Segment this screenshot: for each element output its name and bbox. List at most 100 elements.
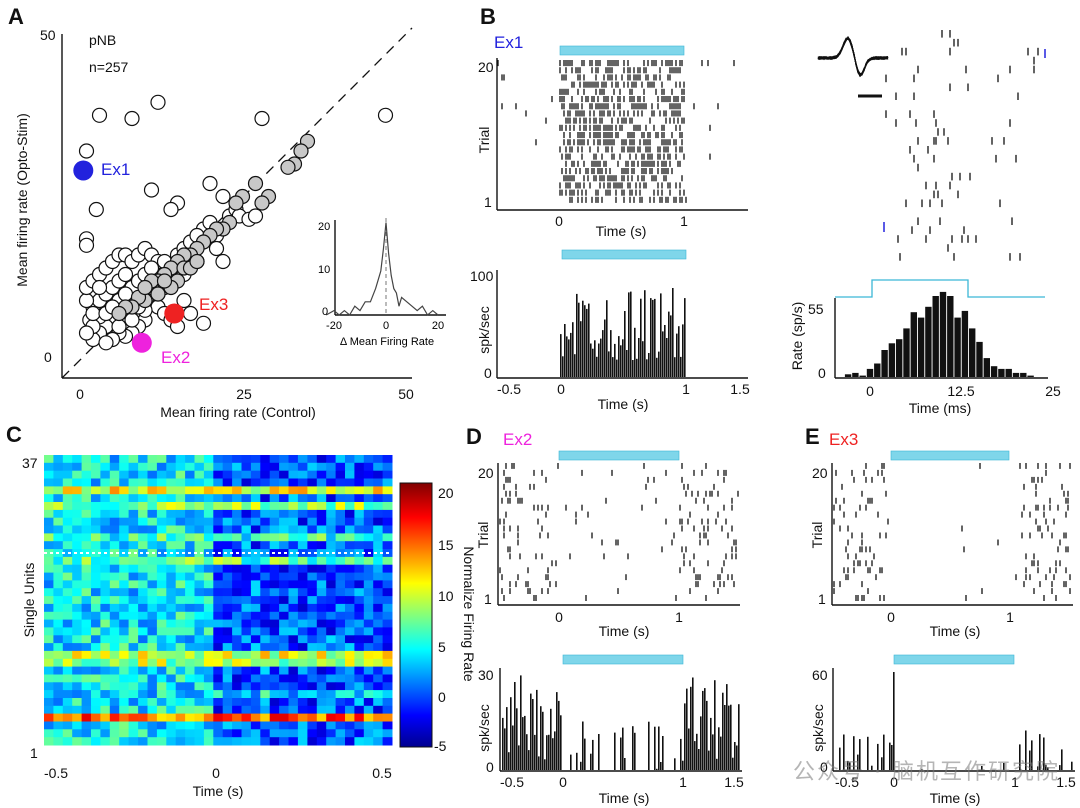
psth-bar bbox=[548, 734, 550, 770]
heatmap-cell bbox=[297, 635, 308, 644]
heatmap-cell bbox=[203, 572, 214, 581]
heatmap-cell bbox=[91, 682, 101, 691]
psth-bar bbox=[981, 766, 983, 770]
heatmap-cell bbox=[222, 619, 233, 628]
heatmap-cell bbox=[288, 486, 299, 495]
heatmap-cell bbox=[288, 658, 299, 668]
heatmap-cell bbox=[62, 713, 73, 722]
psth-bar bbox=[648, 353, 650, 377]
cbar-tick-5: 5 bbox=[438, 639, 446, 655]
psth-bar bbox=[542, 711, 544, 770]
heatmap-cell bbox=[373, 462, 384, 472]
heatmap-cell bbox=[232, 713, 242, 722]
heatmap-cell bbox=[232, 698, 242, 707]
heatmap-cell bbox=[354, 682, 365, 691]
psth-d-xtick-1: 0 bbox=[559, 774, 567, 790]
heatmap-cell bbox=[156, 588, 167, 597]
heatmap-cell bbox=[81, 502, 92, 511]
heatmap-cell bbox=[335, 635, 346, 644]
fine-bar bbox=[961, 310, 969, 378]
highlight-point-ex2 bbox=[131, 332, 152, 353]
heatmap-cell bbox=[81, 611, 92, 621]
psth-bar bbox=[718, 727, 720, 770]
heatmap-cell bbox=[363, 541, 374, 550]
heatmap-cell bbox=[307, 698, 318, 707]
heatmap-cell bbox=[363, 666, 374, 675]
heatmap-cell bbox=[345, 486, 355, 495]
heatmap-cell bbox=[345, 729, 355, 738]
heatmap-cell bbox=[147, 596, 158, 605]
heatmap-cell bbox=[222, 698, 233, 707]
heatmap-cell bbox=[288, 525, 299, 534]
heatmap-cell bbox=[81, 643, 92, 652]
heatmap-cell bbox=[156, 455, 167, 464]
fine-bar bbox=[866, 368, 874, 377]
heatmap-cell bbox=[53, 611, 64, 621]
inset-ytick-10: 10 bbox=[318, 264, 330, 276]
heatmap-cell bbox=[382, 705, 393, 715]
raster-e-ylabel: Trial bbox=[809, 522, 825, 549]
heatmap-cell bbox=[260, 729, 271, 738]
heatmap-cell bbox=[166, 729, 177, 738]
heatmap-cell bbox=[260, 525, 271, 534]
heatmap-cell bbox=[316, 564, 327, 573]
heatmap-cell bbox=[363, 525, 374, 534]
heatmap-cell bbox=[44, 494, 54, 503]
ex2-label: Ex2 bbox=[161, 348, 190, 367]
heatmap-cell bbox=[382, 564, 393, 573]
heatmap-cell bbox=[326, 698, 337, 707]
heatmap-cell bbox=[354, 690, 365, 699]
heatmap-cell bbox=[316, 596, 327, 605]
heatmap-cell bbox=[147, 502, 158, 511]
heatmap-cell bbox=[166, 478, 177, 487]
heatmap-cell bbox=[53, 525, 64, 534]
heatmap-cell bbox=[44, 713, 54, 722]
psth-bar bbox=[857, 754, 859, 770]
heatmap-cell bbox=[297, 705, 308, 715]
heatmap-cell bbox=[100, 658, 111, 668]
heatmap-cell bbox=[147, 713, 158, 722]
heatmap-cell bbox=[119, 705, 130, 715]
heatmap-cell bbox=[213, 502, 224, 511]
heatmap-cell bbox=[91, 580, 101, 589]
psth-bar bbox=[668, 311, 670, 377]
heatmap-cell bbox=[44, 486, 54, 495]
heatmap-cell bbox=[166, 713, 177, 722]
heatmap-cell bbox=[288, 517, 299, 526]
heatmap-cell bbox=[269, 650, 280, 660]
heatmap-cell bbox=[53, 486, 64, 495]
heatmap-cell bbox=[382, 455, 393, 464]
heatmap-cell bbox=[100, 713, 111, 722]
heatmap-cell bbox=[288, 564, 299, 573]
psth-bar bbox=[626, 350, 628, 377]
heatmap-cell bbox=[100, 627, 111, 636]
heatmap-cell bbox=[175, 721, 186, 730]
heatmap-cell bbox=[316, 556, 327, 566]
heatmap-cell bbox=[250, 658, 261, 668]
heatmap-cell bbox=[213, 486, 224, 495]
heatmap-cell bbox=[166, 666, 177, 675]
psth-bar bbox=[698, 749, 700, 770]
heatmap-cell bbox=[44, 674, 54, 683]
heatmap-cell bbox=[335, 729, 346, 738]
heatmap-cell bbox=[316, 650, 327, 660]
heatmap-cell bbox=[72, 666, 83, 675]
psth-e-ylabel: spk/sec bbox=[810, 704, 826, 751]
heatmap-cell bbox=[335, 603, 346, 613]
psth-bar bbox=[620, 737, 622, 770]
heatmap-cell bbox=[109, 737, 120, 746]
heatmap-cell bbox=[81, 470, 92, 479]
heatmap-cell bbox=[222, 658, 233, 668]
heatmap-cell bbox=[354, 635, 365, 644]
heatmap-cell bbox=[109, 486, 120, 495]
heatmap-cell bbox=[53, 580, 64, 589]
heatmap-cell bbox=[316, 603, 327, 613]
heatmap-cell bbox=[194, 478, 205, 487]
heatmap-cell bbox=[269, 666, 280, 675]
heatmap-cell bbox=[175, 737, 186, 746]
heatmap-cell bbox=[203, 478, 214, 487]
heatmap-cell bbox=[156, 470, 167, 479]
psth-bar bbox=[592, 348, 594, 377]
heatmap-cell bbox=[241, 541, 252, 550]
heatmap-cell bbox=[175, 603, 186, 613]
